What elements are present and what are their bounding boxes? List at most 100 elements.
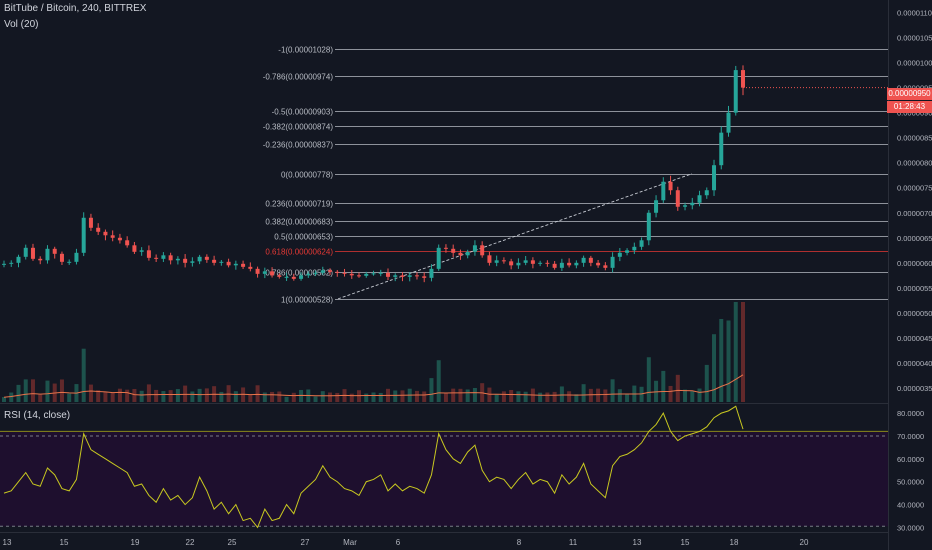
candle-body bbox=[451, 248, 456, 253]
candle-body bbox=[306, 273, 311, 276]
candle-body bbox=[422, 276, 427, 278]
volume-bar bbox=[443, 393, 448, 402]
volume-bar bbox=[472, 387, 477, 402]
volume-bar bbox=[45, 380, 50, 402]
candle-body bbox=[132, 245, 137, 252]
rsi-tick-label: 60.0000 bbox=[897, 455, 924, 464]
candle-body bbox=[538, 262, 543, 264]
volume-bar bbox=[581, 384, 586, 402]
volume-bar bbox=[328, 392, 333, 402]
volume-bar bbox=[451, 388, 456, 402]
candle-body bbox=[603, 265, 608, 268]
rsi-tick-label: 30.0000 bbox=[897, 523, 924, 532]
volume-bar bbox=[168, 390, 173, 402]
candle-body bbox=[501, 260, 506, 262]
candle-body bbox=[646, 212, 651, 241]
time-tick-label: 6 bbox=[396, 538, 401, 547]
candle-body bbox=[465, 251, 470, 256]
volume-bar bbox=[23, 379, 28, 402]
volume-bar bbox=[110, 392, 115, 402]
volume-bar bbox=[357, 390, 362, 402]
fib-label: 0(0.00000778) bbox=[281, 171, 333, 180]
candle-body bbox=[81, 217, 86, 253]
volume-bar bbox=[59, 379, 64, 402]
volume-bar bbox=[487, 387, 492, 402]
volume-bar bbox=[625, 393, 630, 402]
volume-bar bbox=[559, 386, 564, 402]
candle-body bbox=[2, 263, 6, 265]
candle-body bbox=[567, 262, 572, 266]
volume-bar bbox=[661, 370, 666, 402]
candle-body bbox=[154, 257, 159, 259]
volume-bar bbox=[574, 394, 579, 402]
volume-bar bbox=[204, 388, 209, 402]
volume-bar bbox=[175, 389, 180, 402]
candle-body bbox=[241, 263, 246, 267]
candle-body bbox=[407, 275, 412, 277]
candle-body bbox=[378, 272, 383, 274]
candle-body bbox=[117, 237, 122, 241]
candle-body bbox=[596, 262, 601, 266]
volume-bar bbox=[690, 390, 695, 402]
volume-bar bbox=[81, 348, 86, 402]
volume-bar bbox=[588, 388, 593, 402]
fib-label: 0.5(0.00000653) bbox=[274, 233, 333, 242]
candle-body bbox=[168, 255, 173, 261]
candle-body bbox=[494, 260, 499, 263]
candle-body bbox=[291, 276, 296, 279]
candle-body bbox=[161, 255, 166, 259]
volume-bar bbox=[567, 391, 572, 402]
candle-body bbox=[96, 227, 101, 232]
candle-body bbox=[712, 165, 717, 191]
candle-body bbox=[183, 258, 188, 263]
candle-body bbox=[219, 261, 224, 263]
time-tick-label: 20 bbox=[800, 538, 809, 547]
candle-body bbox=[654, 200, 659, 213]
candle-body bbox=[38, 258, 43, 261]
volume-bar bbox=[161, 391, 166, 402]
candle-body bbox=[320, 270, 325, 273]
volume-bar bbox=[16, 384, 21, 402]
volume-bar bbox=[458, 388, 463, 402]
candle-body bbox=[23, 247, 28, 257]
candle-body bbox=[632, 246, 637, 251]
candle-body bbox=[697, 195, 702, 203]
candle-body bbox=[9, 262, 14, 264]
volume-bar bbox=[371, 392, 376, 402]
candle-body bbox=[74, 252, 79, 262]
time-tick-label: 19 bbox=[131, 538, 140, 547]
trend-line bbox=[337, 173, 693, 300]
time-tick-label: 27 bbox=[301, 538, 310, 547]
candle-body bbox=[574, 262, 579, 266]
candle-body bbox=[248, 266, 253, 269]
volume-bar bbox=[284, 396, 289, 402]
time-tick-label: 15 bbox=[681, 538, 690, 547]
symbol-title: BitTube / Bitcoin, 240, BITTREX bbox=[4, 3, 147, 14]
volume-bar bbox=[154, 389, 159, 402]
candle-body bbox=[675, 190, 680, 207]
rsi-tick-label: 50.0000 bbox=[897, 478, 924, 487]
rsi-tick-label: 80.0000 bbox=[897, 409, 924, 418]
volume-bar bbox=[190, 391, 195, 402]
volume-bar bbox=[545, 392, 550, 402]
time-tick-label: 13 bbox=[633, 538, 642, 547]
volume-bar bbox=[436, 360, 441, 402]
candle-body bbox=[30, 247, 35, 259]
candle-body bbox=[458, 252, 463, 256]
candle-body bbox=[393, 275, 398, 277]
volume-bar bbox=[697, 388, 702, 402]
candle-body bbox=[668, 181, 673, 191]
candle-body bbox=[52, 248, 57, 254]
volume-bar bbox=[704, 364, 709, 402]
candle-body bbox=[581, 257, 586, 263]
candle-body bbox=[726, 112, 731, 133]
volume-bar bbox=[733, 302, 738, 402]
volume-bar bbox=[603, 389, 608, 402]
fib-label: -0.236(0.00000837) bbox=[263, 141, 334, 150]
